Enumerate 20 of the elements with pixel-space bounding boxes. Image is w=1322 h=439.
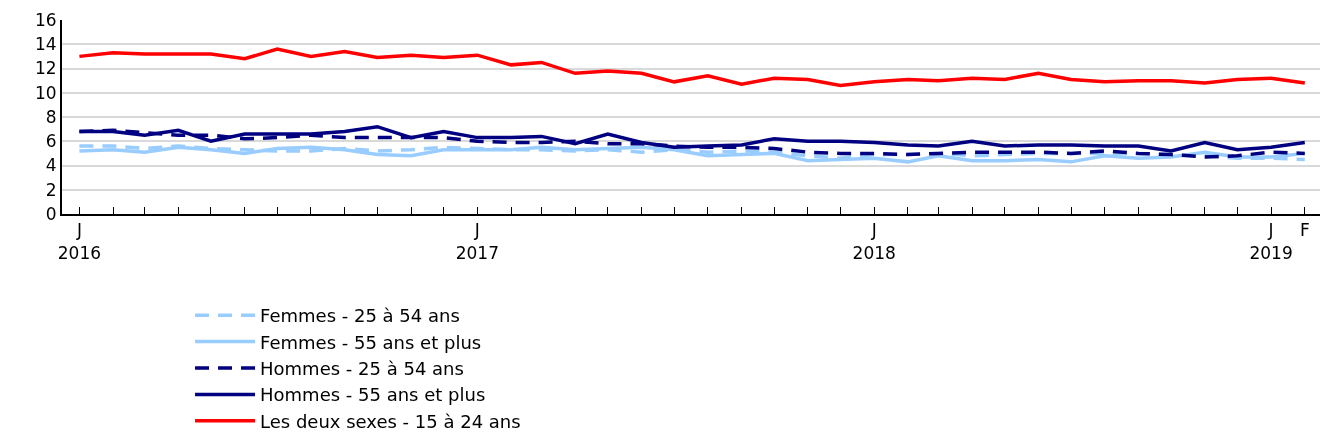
x-tick-label: J 2017 <box>455 220 499 263</box>
y-tick-label: 16 <box>34 9 57 30</box>
y-tick-label: 8 <box>45 106 57 127</box>
line-series <box>77 47 1307 88</box>
legend-label: Hommes - 55 ans et plus <box>260 384 486 406</box>
y-tick-label: 14 <box>34 34 57 55</box>
legend-label: Les deux sexes - 15 à 24 ans <box>260 410 521 432</box>
legend-label: Femmes - 25 à 54 ans <box>260 305 460 327</box>
y-tick-label: 6 <box>45 131 57 152</box>
x-tick-label: F <box>1299 220 1310 241</box>
legend-label: Hommes - 25 à 54 ans <box>260 358 464 380</box>
y-tick-label: 0 <box>45 203 57 224</box>
legend-label: Femmes - 55 ans et plus <box>260 331 482 353</box>
x-tick-label: J 2019 <box>1249 220 1293 263</box>
y-tick-label: 2 <box>45 179 57 200</box>
y-tick-label: 12 <box>34 58 57 79</box>
y-tick-label: 10 <box>34 82 57 103</box>
x-tick-label: J 2018 <box>852 220 896 263</box>
y-tick-label: 4 <box>45 155 57 176</box>
x-tick-label: J 2016 <box>57 220 102 263</box>
